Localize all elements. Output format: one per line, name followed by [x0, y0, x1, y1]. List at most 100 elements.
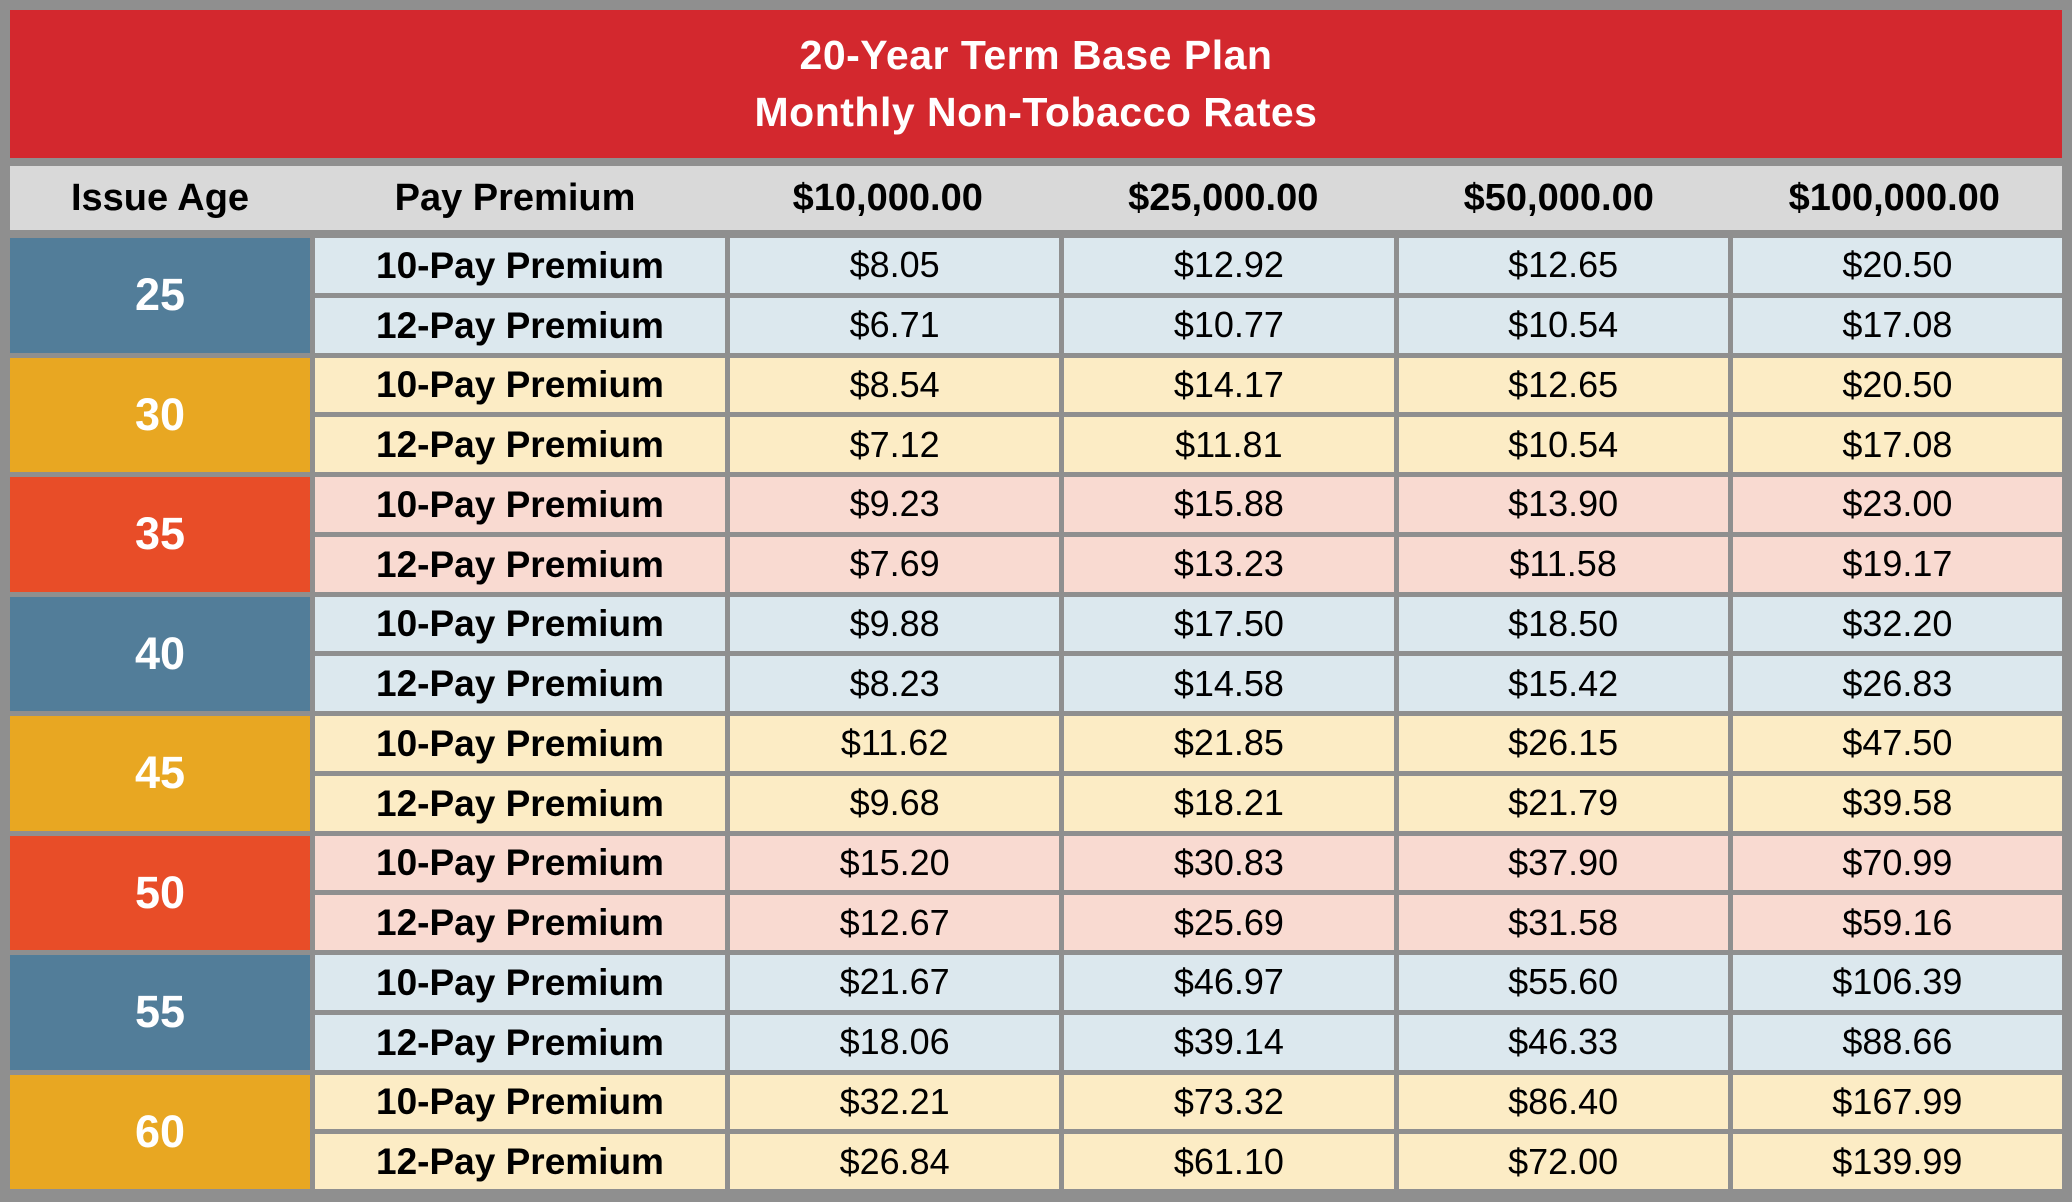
rate-value: $20.50 — [1732, 238, 2062, 293]
issue-age-cell: 50 — [10, 835, 310, 950]
rate-value: $11.62 — [730, 716, 1060, 771]
rate-value: $11.58 — [1398, 536, 1728, 592]
rate-value: $10.54 — [1398, 297, 1728, 353]
rate-value: $31.58 — [1398, 895, 1728, 950]
rate-value: $86.40 — [1398, 1074, 1728, 1130]
pay-premium-label: 10-Pay Premium — [315, 716, 725, 771]
rate-value: $26.83 — [1732, 656, 2062, 711]
rate-value: $18.06 — [730, 1014, 1060, 1070]
rate-value: $18.21 — [1064, 775, 1394, 831]
issue-age-cell: 25 — [10, 238, 310, 353]
column-header-face-25000: $25,000.00 — [1128, 177, 1319, 219]
rate-value: $37.90 — [1398, 835, 1728, 891]
pay-premium-label: 10-Pay Premium — [315, 238, 725, 293]
pay-premium-label: 12-Pay Premium — [315, 297, 725, 353]
rate-value: $15.20 — [730, 835, 1060, 891]
issue-age-cell: 45 — [10, 716, 310, 831]
rate-value: $9.68 — [730, 775, 1060, 831]
rate-value: $26.15 — [1398, 716, 1728, 771]
pay-premium-label: 10-Pay Premium — [315, 1074, 725, 1130]
rate-value: $25.69 — [1064, 895, 1394, 950]
rate-value: $21.67 — [730, 955, 1060, 1010]
rate-value: $32.20 — [1732, 596, 2062, 652]
rate-value: $20.50 — [1732, 357, 2062, 413]
rate-value: $70.99 — [1732, 835, 2062, 891]
pay-premium-label: 10-Pay Premium — [315, 477, 725, 532]
rate-value: $14.58 — [1064, 656, 1394, 711]
rate-value: $39.14 — [1064, 1014, 1394, 1070]
rate-value: $26.84 — [730, 1134, 1060, 1189]
rate-value: $18.50 — [1398, 596, 1728, 652]
column-header-issue-age: Issue Age — [70, 177, 250, 219]
rate-value: $39.58 — [1732, 775, 2062, 831]
rate-value: $88.66 — [1732, 1014, 2062, 1070]
rate-value: $12.65 — [1398, 238, 1728, 293]
rate-value: $15.42 — [1398, 656, 1728, 711]
issue-age-cell: 35 — [10, 477, 310, 592]
rate-value: $11.81 — [1064, 417, 1394, 472]
pay-premium-label: 12-Pay Premium — [315, 656, 725, 711]
rate-value: $8.54 — [730, 357, 1060, 413]
issue-age-cell: 60 — [10, 1074, 310, 1189]
rate-value: $47.50 — [1732, 716, 2062, 771]
rate-value: $7.12 — [730, 417, 1060, 472]
rate-value: $6.71 — [730, 297, 1060, 353]
pay-premium-label: 12-Pay Premium — [315, 775, 725, 831]
rate-value: $13.23 — [1064, 536, 1394, 592]
pay-premium-label: 10-Pay Premium — [315, 357, 725, 413]
column-header-face-10000: $10,000.00 — [792, 177, 983, 219]
pay-premium-label: 10-Pay Premium — [315, 835, 725, 891]
issue-age-cell: 30 — [10, 357, 310, 472]
pay-premium-label: 12-Pay Premium — [315, 417, 725, 472]
rate-value: $9.88 — [730, 596, 1060, 652]
rate-value: $19.17 — [1732, 536, 2062, 592]
pay-premium-label: 12-Pay Premium — [315, 536, 725, 592]
rate-value: $21.79 — [1398, 775, 1728, 831]
rate-value: $14.17 — [1064, 357, 1394, 413]
rate-value: $12.67 — [730, 895, 1060, 950]
rate-value: $72.00 — [1398, 1134, 1728, 1189]
pay-premium-label: 10-Pay Premium — [315, 955, 725, 1010]
title-line-2: Monthly Non-Tobacco Rates — [754, 89, 1318, 135]
rate-value: $13.90 — [1398, 477, 1728, 532]
column-header-face-100000: $100,000.00 — [1788, 177, 2000, 219]
rate-value: $30.83 — [1064, 835, 1394, 891]
title-line-1: 20-Year Term Base Plan — [799, 32, 1273, 78]
rate-value: $139.99 — [1732, 1134, 2062, 1189]
rate-value: $17.08 — [1732, 297, 2062, 353]
issue-age-cell: 40 — [10, 596, 310, 711]
rate-value: $8.23 — [730, 656, 1060, 711]
rate-value: $17.50 — [1064, 596, 1394, 652]
rate-value: $106.39 — [1732, 955, 2062, 1010]
rate-value: $55.60 — [1398, 955, 1728, 1010]
issue-age-cell: 55 — [10, 955, 310, 1070]
rate-value: $12.92 — [1064, 238, 1394, 293]
rate-value: $15.88 — [1064, 477, 1394, 532]
rate-value: $59.16 — [1732, 895, 2062, 950]
pay-premium-label: 12-Pay Premium — [315, 1014, 725, 1070]
rate-value: $7.69 — [730, 536, 1060, 592]
rate-value: $46.33 — [1398, 1014, 1728, 1070]
rate-table-body: 25 10-Pay Premium $8.05 $12.92 $12.65 $20.50 1… — [10, 238, 2062, 1189]
rate-value: $167.99 — [1732, 1074, 2062, 1130]
rate-value: $8.05 — [730, 238, 1060, 293]
rate-value: $23.00 — [1732, 477, 2062, 532]
rate-value: $46.97 — [1064, 955, 1394, 1010]
pay-premium-label: 12-Pay Premium — [315, 895, 725, 950]
table-title-banner: 20-Year Term Base Plan Monthly Non-Tobac… — [10, 10, 2062, 158]
rate-value: $21.85 — [1064, 716, 1394, 771]
rate-value: $61.10 — [1064, 1134, 1394, 1189]
rate-value: $9.23 — [730, 477, 1060, 532]
column-header-face-50000: $50,000.00 — [1463, 177, 1654, 219]
pay-premium-label: 12-Pay Premium — [315, 1134, 725, 1189]
column-header-pay-premium: Pay Premium — [394, 177, 636, 219]
column-header-row: Issue Age Pay Premium $10,000.00 $25,000… — [10, 166, 2062, 230]
rate-value: $73.32 — [1064, 1074, 1394, 1130]
rate-value: $12.65 — [1398, 357, 1728, 413]
rate-value: $10.77 — [1064, 297, 1394, 353]
rate-value: $17.08 — [1732, 417, 2062, 472]
rate-value: $10.54 — [1398, 417, 1728, 472]
pay-premium-label: 10-Pay Premium — [315, 596, 725, 652]
rate-value: $32.21 — [730, 1074, 1060, 1130]
